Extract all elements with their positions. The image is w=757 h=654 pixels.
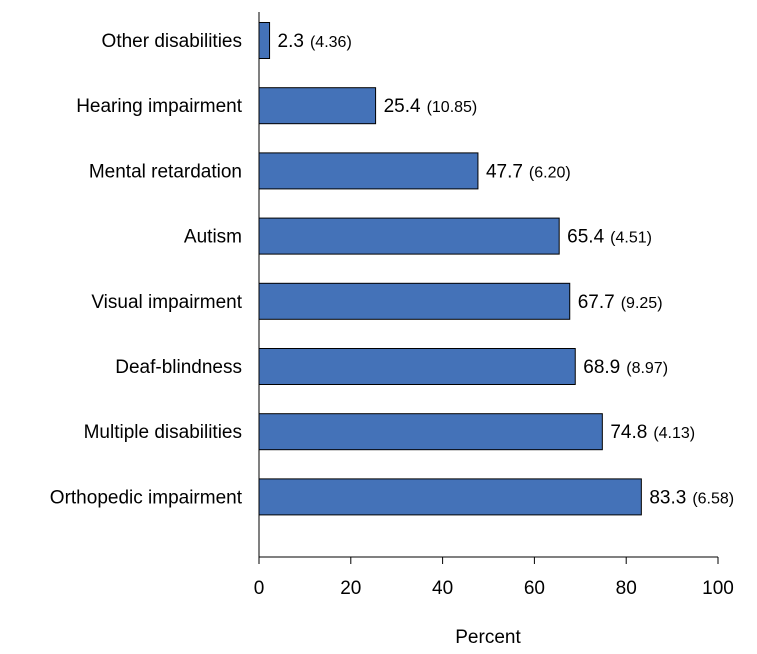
data-label-standard-error: (8.97) [626,360,668,377]
data-label-standard-error: (6.58) [692,490,734,507]
category-label: Mental retardation [89,161,242,182]
x-tick-label: 60 [524,578,545,599]
data-label-value: 67.7 [578,292,615,313]
bar-row: Autism 65.4 (4.51) [184,217,652,255]
category-label: Autism [184,227,242,248]
data-label: 65.4 (4.51) [567,227,652,248]
data-label-value: 25.4 [384,96,421,117]
data-label: 2.3 (4.36) [278,31,352,52]
data-label-standard-error: (4.51) [610,230,652,247]
bar [258,217,560,255]
bar-row: Orthopedic impairment 83.3 (6.58) [50,478,734,516]
bar [258,87,377,125]
data-label-standard-error: (10.85) [427,99,478,116]
bar-row: Visual impairment 67.7 (9.25) [91,282,663,320]
x-tick-label: 0 [254,578,265,599]
data-label: 25.4 (10.85) [384,96,478,117]
bar [258,348,576,385]
data-label-value: 65.4 [567,227,604,248]
category-label: Orthopedic impairment [50,487,243,508]
data-label-standard-error: (6.20) [529,164,571,181]
category-label: Deaf-blindness [115,357,242,378]
x-tick-label: 20 [340,578,361,599]
data-label: 68.9 (8.97) [583,357,668,378]
bar [258,478,642,516]
bar-row: Other disabilities 2.3 (4.36) [102,22,352,59]
data-label-value: 2.3 [278,31,304,52]
category-label: Visual impairment [91,292,242,313]
data-label-value: 74.8 [610,422,647,443]
category-label: Other disabilities [102,31,242,52]
bar-row: Deaf-blindness 68.9 (8.97) [115,348,668,385]
data-label: 74.8 (4.13) [610,422,695,443]
bar-row: Multiple disabilities 74.8 (4.13) [84,413,695,451]
data-label: 67.7 (9.25) [578,292,663,313]
data-label-value: 83.3 [649,487,686,508]
bar [258,413,603,451]
category-label: Multiple disabilities [84,422,242,443]
x-axis: 0 20 40 60 80 100 [254,12,734,599]
data-label-value: 47.7 [486,161,523,182]
bar-row: Mental retardation 47.7 (6.20) [89,152,571,190]
data-label-standard-error: (9.25) [621,295,663,312]
data-label: 47.7 (6.20) [486,161,571,182]
x-axis-title: Percent [455,627,521,648]
x-tick-label: 80 [616,578,637,599]
bar [258,152,479,190]
data-label: 83.3 (6.58) [649,487,734,508]
data-label-standard-error: (4.36) [310,34,352,51]
bars-layer: Other disabilities 2.3 (4.36) Hearing impai… [50,22,734,516]
data-label-standard-error: (4.13) [653,425,695,442]
bar-row: Hearing impairment 25.4 (10.85) [76,87,478,125]
bar [258,22,271,59]
bar [258,282,571,320]
x-tick-label: 40 [432,578,453,599]
data-label-value: 68.9 [583,357,620,378]
x-tick-label: 100 [702,578,734,599]
category-label: Hearing impairment [76,96,243,117]
